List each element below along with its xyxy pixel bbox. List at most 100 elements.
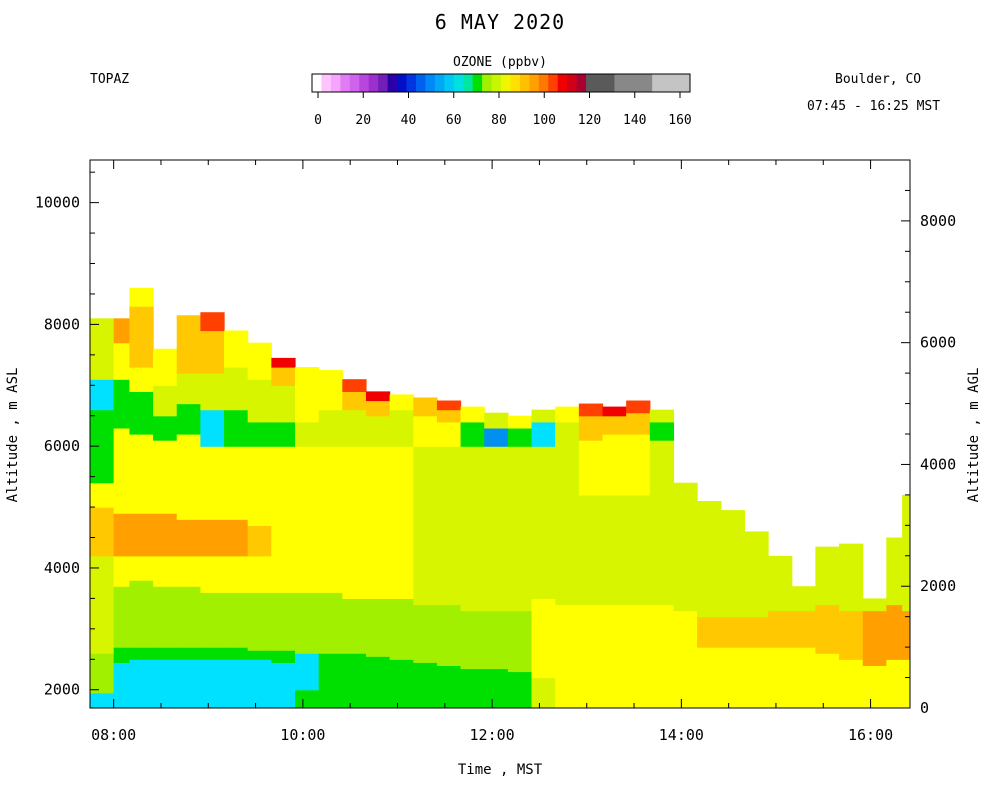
axes: 08:00 10:00 12:00 14:00 16:00 2000 4000 6000 800…: [35, 159, 956, 744]
plot-area: [90, 287, 910, 708]
ozone-cell: [555, 406, 580, 423]
ozone-cell: [129, 580, 154, 648]
ozone-cell: [129, 513, 154, 557]
ozone-cell: [90, 482, 115, 508]
colorbar-tick-label: 80: [491, 113, 507, 128]
colorbar-bin: [415, 74, 426, 92]
profile-column: [555, 406, 580, 708]
colorbar-bin: [406, 74, 417, 92]
ozone-cell: [342, 379, 367, 392]
ozone-cell: [176, 519, 201, 557]
chart-title: 6 MAY 2020: [434, 10, 566, 34]
colorbar-bin: [557, 74, 568, 92]
profile-column: [342, 379, 367, 708]
y-tick-label-right: 4000: [920, 455, 956, 473]
profile-column: [113, 318, 131, 708]
ozone-cell: [129, 659, 154, 691]
profile-column: [602, 406, 627, 708]
ozone-cell: [886, 659, 903, 708]
ozone-cell: [413, 415, 438, 447]
instrument-label: TOPAZ: [90, 72, 130, 87]
ozone-cell: [578, 440, 604, 496]
colorbar-bin: [652, 74, 691, 92]
ozone-cell: [129, 367, 154, 392]
ozone-cell: [649, 440, 675, 496]
ozone-cell: [153, 586, 178, 648]
ozone-cell: [436, 446, 462, 606]
ozone-cell: [720, 616, 746, 648]
ozone-cell: [200, 373, 225, 411]
ozone-cell: [507, 671, 533, 708]
ozone-cell: [153, 385, 178, 417]
ozone-cell: [673, 641, 698, 708]
ozone-cell: [318, 370, 343, 411]
ozone-cell: [247, 689, 272, 708]
ozone-cell: [153, 555, 178, 587]
ozone-cell: [295, 592, 320, 654]
colorbar-bin: [368, 74, 379, 92]
ozone-cell: [224, 446, 249, 520]
ozone-cell: [902, 494, 910, 520]
ozone-cell: [342, 598, 367, 654]
ozone-cell: [531, 446, 556, 599]
ozone-cell: [342, 446, 367, 599]
ozone-cell: [839, 659, 864, 708]
ozone-cell: [318, 653, 343, 708]
profile-column: [744, 531, 769, 708]
ozone-cell: [436, 409, 462, 423]
ozone-cell: [318, 446, 343, 593]
profile-column: [839, 543, 864, 708]
profile-column: [247, 342, 272, 708]
ozone-cell: [271, 549, 296, 593]
ozone-cell: [389, 394, 414, 411]
ozone-cell: [791, 610, 816, 648]
ozone-cell: [224, 689, 249, 708]
ozone-cell: [436, 665, 462, 708]
ozone-cell: [247, 446, 272, 526]
profile-column: [578, 403, 604, 708]
ozone-cell: [862, 665, 887, 708]
ozone-cell: [176, 586, 201, 648]
time-range-label: 07:45 - 16:25 MST: [807, 99, 941, 114]
ozone-cell: [90, 507, 115, 557]
ozone-cell: [224, 367, 249, 411]
profile-column: [153, 348, 178, 708]
ozone-cell: [484, 412, 509, 429]
ozone-cell: [413, 662, 438, 708]
colorbar-bin: [312, 74, 322, 92]
ozone-cell: [413, 446, 438, 606]
ozone-cell: [247, 421, 272, 447]
colorbar-tick-label: 0: [314, 113, 322, 128]
ozone-cell: [626, 400, 651, 414]
y-tick-label-right: 2000: [920, 577, 956, 595]
ozone-cell: [153, 513, 178, 557]
profile-column: [531, 409, 556, 708]
ozone-cell: [224, 519, 249, 557]
ozone-cell: [768, 555, 793, 612]
ozone-cell: [200, 555, 225, 593]
ozone-cell: [839, 610, 864, 660]
colorbar-bin: [397, 74, 407, 92]
profile-column: [673, 482, 698, 708]
ozone-cell: [342, 391, 367, 411]
ozone-cell: [113, 513, 131, 557]
ozone-cell: [626, 412, 651, 435]
ozone-cell: [484, 427, 509, 447]
ozone-cell: [200, 647, 225, 660]
ozone-cell: [484, 610, 509, 670]
ozone-cell: [484, 446, 509, 612]
ozone-cell: [602, 406, 627, 417]
ozone-cell: [113, 689, 131, 708]
ozone-cell: [460, 668, 485, 708]
colorbar-tick-label: 20: [355, 113, 371, 128]
x-tick-label: 10:00: [280, 726, 325, 744]
profile-column: [200, 312, 225, 708]
profile-column: [507, 415, 533, 708]
ozone-cell: [602, 415, 627, 435]
profile-column: [90, 318, 115, 708]
ozone-cell: [247, 555, 272, 593]
ozone-cell: [768, 647, 793, 708]
ozone-cell: [176, 647, 201, 660]
colorbar-bin: [472, 74, 483, 92]
profile-column: [720, 510, 746, 708]
